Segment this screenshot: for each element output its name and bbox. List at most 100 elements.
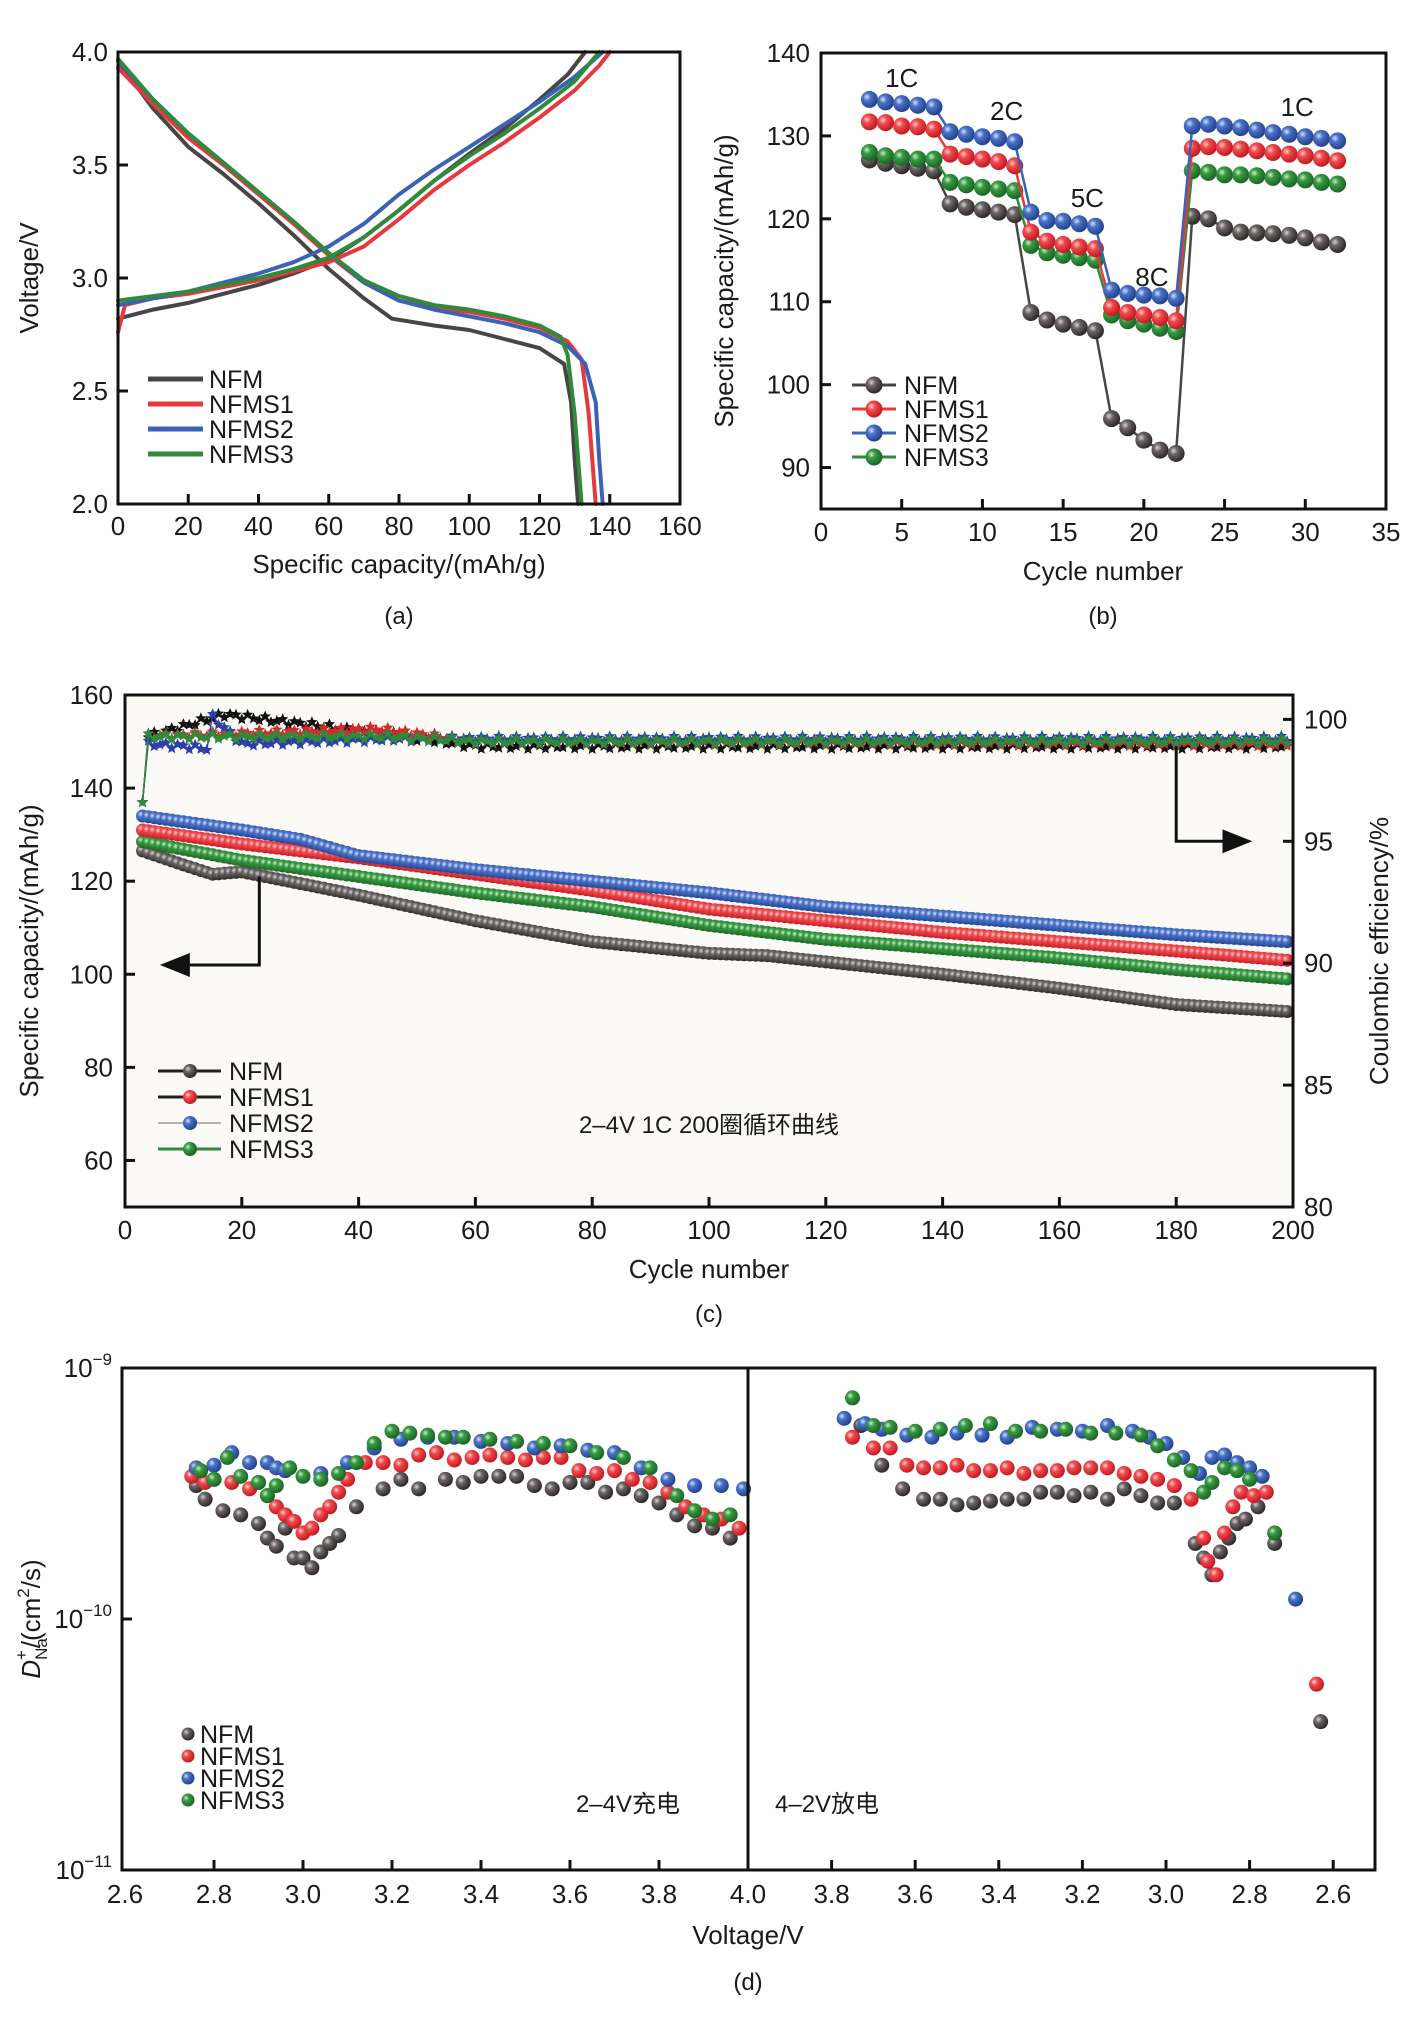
panel-b-point-nfms1 bbox=[1312, 149, 1330, 167]
panel-c-x-tick-label: 140 bbox=[921, 1215, 964, 1245]
panel-c-ce-point-nfms3 bbox=[428, 730, 441, 742]
panel-d-legend-label-nfms2: NFMS2 bbox=[200, 1765, 285, 1793]
panel-c-legend-label-nfm: NFM bbox=[229, 1058, 283, 1086]
panel-a-x-tick-label: 140 bbox=[588, 511, 631, 541]
panel-a-x-tick-label: 120 bbox=[518, 511, 561, 541]
panel-d-discharge-point-nfms3 bbox=[1267, 1525, 1283, 1541]
panel-d-discharge-point-nfms1 bbox=[1208, 1567, 1224, 1583]
panel-c-ce-point-nfm bbox=[1176, 743, 1188, 754]
panel-c-ce-point-nfms3 bbox=[790, 737, 803, 748]
panel-d-charge-point-nfm bbox=[615, 1481, 631, 1497]
panel-d-charge-point-nfms3 bbox=[669, 1488, 685, 1504]
panel-c-ce-point-nfms3 bbox=[481, 735, 493, 746]
panel-b-series-layer bbox=[860, 90, 1347, 462]
panel-d-x-tick-label: 2.6 bbox=[1315, 1879, 1351, 1909]
panel-b-legend-label-nfms1: NFMS1 bbox=[904, 396, 989, 424]
panel-d-x-tick-label: 3.0 bbox=[1148, 1879, 1184, 1909]
panel-d-charge-point-nfms1 bbox=[429, 1445, 444, 1461]
panel-c-ce-point-nfm bbox=[277, 713, 289, 725]
panel-d-discharge-point-nfms3 bbox=[1183, 1463, 1199, 1479]
panel-b-legend-marker-nfms3 bbox=[865, 448, 883, 466]
panel-b-point-nfm bbox=[1167, 444, 1185, 462]
panel-b-point-nfm bbox=[957, 198, 975, 216]
panel-c-ce-point-nfms3 bbox=[814, 733, 826, 744]
panel-c-ce-point-nfm bbox=[1129, 743, 1141, 754]
panel-d-charge-point-nfms1 bbox=[500, 1449, 516, 1465]
panel-c-ce-point-nfm bbox=[843, 742, 855, 754]
panel-a-discharge-curve-nfms2 bbox=[116, 59, 605, 506]
panel-c-ce-point-nfms3 bbox=[773, 738, 785, 749]
panel-d-discharge-point-nfms2 bbox=[1254, 1468, 1270, 1484]
panel-d-charge-point-nfm bbox=[437, 1471, 453, 1487]
panel-c-ce-point-nfms3 bbox=[528, 733, 540, 745]
panel-c-ce-point-nfms3 bbox=[785, 735, 797, 747]
panel-c-ce-point-nfm bbox=[312, 720, 324, 732]
panel-c-ce-point-nfms3 bbox=[977, 737, 990, 748]
panel-b-point-nfms3 bbox=[957, 176, 975, 194]
panel-a-caption: (a) bbox=[384, 603, 413, 630]
panel-c-ce-point-nfms3 bbox=[399, 729, 411, 741]
panel-c-ce-point-nfm bbox=[557, 741, 569, 753]
panel-b-y-tick-label: 90 bbox=[781, 453, 810, 483]
panel-c-ce-point-nfms3 bbox=[183, 733, 195, 744]
panel-c-ce-point-nfms3 bbox=[1135, 735, 1147, 746]
panel-c-ce-point-nfm bbox=[282, 719, 295, 730]
panel-c-ce-point-nfms3 bbox=[1012, 738, 1025, 749]
panel-c-ce-point-nfms3 bbox=[662, 737, 674, 749]
panel-d-discharge-point-nfms2 bbox=[836, 1410, 852, 1426]
panel-c-ce-point-nfms1 bbox=[347, 722, 359, 734]
panel-d-discharge-point-nfms3 bbox=[1083, 1425, 1099, 1441]
panel-b-point-nfms2 bbox=[1216, 117, 1234, 135]
panel-c-legend-label-nfms2: NFMS2 bbox=[229, 1110, 314, 1138]
panel-b-point-nfm bbox=[1280, 226, 1298, 244]
panel-c-y-tick-label: 120 bbox=[70, 866, 113, 896]
panel-c-ce-point-nfm bbox=[954, 742, 966, 754]
panel-b-point-nfms1 bbox=[1199, 138, 1217, 156]
panel-b-point-nfms3 bbox=[909, 150, 927, 168]
panel-b-point-nfms1 bbox=[973, 150, 991, 168]
panel-c-ce-point-nfms3 bbox=[1275, 732, 1287, 744]
panel-d-charge-point-nfm bbox=[687, 1518, 703, 1534]
panel-d-charge-point-nfms3 bbox=[615, 1449, 631, 1465]
panel-d-charge-point-nfm bbox=[304, 1560, 320, 1576]
panel-b-point-nfms2 bbox=[957, 125, 975, 143]
panel-a-x-axis-title: Specific capacity/(mAh/g) bbox=[252, 549, 545, 579]
panel-c-ce-point-nfms3 bbox=[195, 731, 207, 743]
panel-b-point-nfms2 bbox=[1280, 125, 1298, 143]
panel-c-cycling: 0 20 40 60 80 100 120 140 160 180 200 60 80 100 120 140… bbox=[14, 680, 1394, 1328]
panel-d-discharge-point-nfms1 bbox=[1200, 1553, 1216, 1569]
panel-d-x-tick-label: 3.4 bbox=[463, 1879, 499, 1909]
panel-c-ce-point-nfms3 bbox=[376, 732, 388, 743]
panel-b-legend-marker-nfms2 bbox=[865, 424, 883, 442]
panel-d-discharge-point-nfms1 bbox=[1099, 1460, 1115, 1476]
panel-a-legend-label-nfms2: NFMS2 bbox=[209, 416, 294, 444]
panel-c-ce-point-nfm bbox=[621, 741, 633, 752]
panel-b-point-nfms2 bbox=[909, 96, 927, 114]
panel-c-ce-point-nfms3 bbox=[709, 738, 721, 750]
panel-c-ce-point-nfms2 bbox=[347, 732, 359, 744]
panel-c-ce-point-nfm bbox=[551, 741, 563, 753]
panel-d-discharge-point-nfm bbox=[966, 1495, 982, 1511]
panel-b-point-nfms2 bbox=[860, 90, 878, 108]
panel-b-point-nfm bbox=[941, 195, 959, 213]
panel-b-point-nfms1 bbox=[1248, 142, 1266, 160]
panel-b-point-nfms2 bbox=[1183, 117, 1201, 135]
panel-b-point-nfms2 bbox=[941, 123, 959, 141]
panel-c-x-tick-label: 20 bbox=[227, 1215, 256, 1245]
panel-d-discharge-point-nfms3 bbox=[1196, 1484, 1212, 1500]
panel-b-point-nfms1 bbox=[1216, 139, 1234, 157]
panel-a-x-tick-label: 80 bbox=[385, 511, 414, 541]
panel-b-x-axis-title: Cycle number bbox=[1023, 556, 1184, 586]
panel-c-ce-point-nfms3 bbox=[405, 734, 417, 746]
panel-d-discharge-point-nfms3 bbox=[1217, 1460, 1233, 1476]
panel-a-legend-label-nfm: NFM bbox=[209, 366, 263, 394]
panel-b-point-nfm bbox=[1135, 431, 1153, 449]
panel-c-ce-point-nfms3 bbox=[1252, 738, 1264, 749]
panel-b-rate-label: 2C bbox=[990, 96, 1023, 126]
panel-d-caption: (d) bbox=[733, 1969, 762, 1996]
panel-d-legend-marker-nfms1 bbox=[181, 1749, 195, 1763]
panel-c-ce-point-nfms3 bbox=[218, 730, 230, 741]
panel-c-caption: (c) bbox=[695, 1301, 723, 1328]
